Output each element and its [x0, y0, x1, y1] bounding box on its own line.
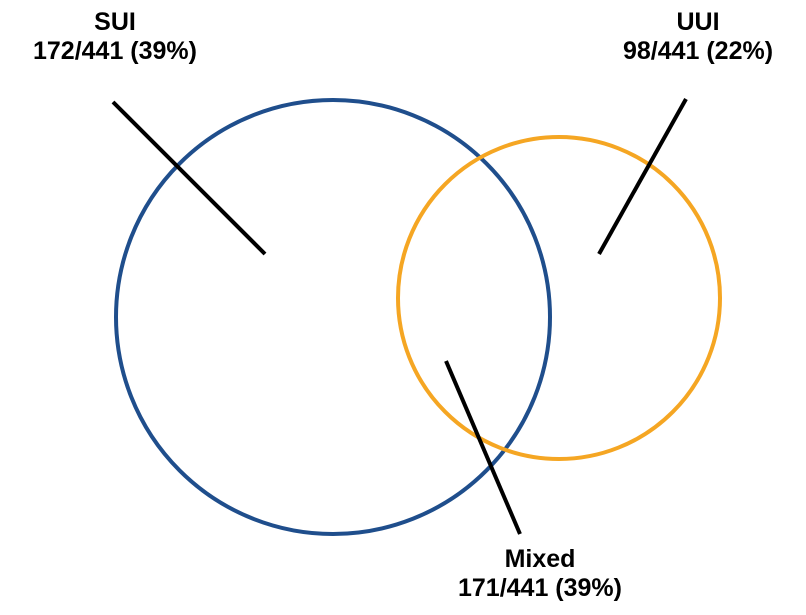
- uui-circle: [396, 135, 722, 461]
- uui-leader-line: [597, 98, 688, 255]
- mixed-name: Mixed: [504, 545, 576, 573]
- sui-label: SUI 172/441 (39%): [0, 8, 230, 66]
- mixed-label: Mixed 171/441 (39%): [420, 545, 660, 603]
- sui-leader-line: [111, 100, 267, 256]
- uui-label: UUI 98/441 (22%): [590, 8, 806, 66]
- mixed-leader-line: [444, 360, 522, 535]
- uui-name: UUI: [676, 8, 720, 36]
- sui-name: SUI: [94, 8, 136, 36]
- sui-circle: [114, 98, 552, 536]
- sui-count: 172/441 (39%): [32, 37, 197, 65]
- uui-count: 98/441 (22%): [622, 37, 774, 65]
- mixed-count: 171/441 (39%): [457, 574, 622, 602]
